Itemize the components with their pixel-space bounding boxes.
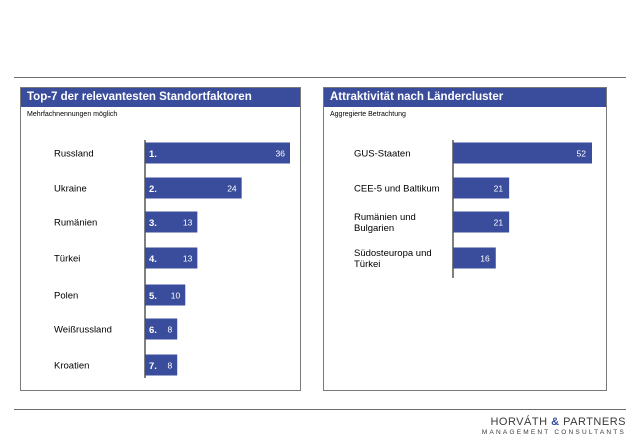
bar (145, 354, 178, 376)
value-label: 21 (494, 218, 504, 228)
category-label: Türkei (354, 259, 380, 270)
category-label: Rumänien (54, 218, 97, 229)
panel-subtitle: Mehrfachnennungen möglich (27, 111, 118, 118)
chart-standortfaktoren: Russland 1. 36 Ukraine 2. 24 Rumänien 3. 13 Türke… (54, 140, 290, 378)
category-label: Türkei (54, 254, 80, 265)
bar (453, 247, 496, 269)
rank-label: 1. (149, 149, 157, 160)
logo-word-left: HORVÁTH (490, 416, 548, 428)
value-label: 8 (167, 361, 172, 371)
bar (453, 177, 510, 199)
value-label: 10 (171, 291, 181, 301)
value-label: 16 (480, 254, 490, 264)
value-label: 24 (227, 184, 237, 194)
bar (145, 211, 198, 233)
category-label: Polen (54, 291, 78, 302)
rank-label: 6. (149, 325, 157, 336)
value-label: 8 (167, 325, 172, 335)
bar (453, 211, 510, 233)
category-label: GUS-Staaten (354, 149, 411, 160)
rank-label: 7. (149, 361, 157, 372)
bar (145, 142, 290, 164)
bottom-rule (14, 409, 626, 410)
panel-title: Attraktivität nach Ländercluster (324, 88, 606, 107)
category-label: Ukraine (54, 184, 87, 195)
panel-laendercluster: Attraktivität nach Ländercluster Aggregi… (323, 87, 607, 391)
category-label: Südosteuropa und (354, 248, 432, 259)
top-rule (14, 77, 626, 78)
chart-laendercluster: GUS-Staaten 52 CEE-5 und Baltikum 21 Rumänie… (354, 140, 592, 278)
panel-title: Top-7 der relevantesten Standortfaktoren (21, 88, 300, 107)
logo-wordmark: HORVÁTH & PARTNERS (482, 416, 626, 428)
category-label: Kroatien (54, 361, 89, 372)
logo-tagline: MANAGEMENT CONSULTANTS (481, 429, 626, 436)
value-label: 13 (183, 218, 193, 228)
rank-label: 3. (149, 218, 157, 229)
value-label: 52 (577, 149, 587, 159)
rank-label: 5. (149, 291, 157, 302)
value-label: 21 (494, 184, 504, 194)
logo-ampersand: & (551, 416, 560, 428)
bar (145, 247, 198, 269)
value-label: 36 (276, 149, 286, 159)
category-label: Weißrussland (54, 325, 112, 336)
rank-label: 2. (149, 184, 157, 195)
bar (453, 142, 592, 164)
rank-label: 4. (149, 254, 157, 265)
bar (145, 177, 242, 199)
company-logo: HORVÁTH & PARTNERS MANAGEMENT CONSULTANT… (482, 416, 626, 436)
panel-subtitle: Aggregierte Betrachtung (330, 111, 406, 118)
bar (145, 318, 178, 340)
logo-word-right: PARTNERS (563, 416, 626, 428)
category-label: CEE-5 und Baltikum (354, 184, 440, 195)
category-label: Bulgarien (354, 223, 394, 234)
bar (145, 284, 186, 306)
value-label: 13 (183, 254, 193, 264)
panel-standortfaktoren: Top-7 der relevantesten Standortfaktoren… (20, 87, 301, 391)
category-label: Russland (54, 149, 94, 160)
category-label: Rumänien und (354, 212, 416, 223)
